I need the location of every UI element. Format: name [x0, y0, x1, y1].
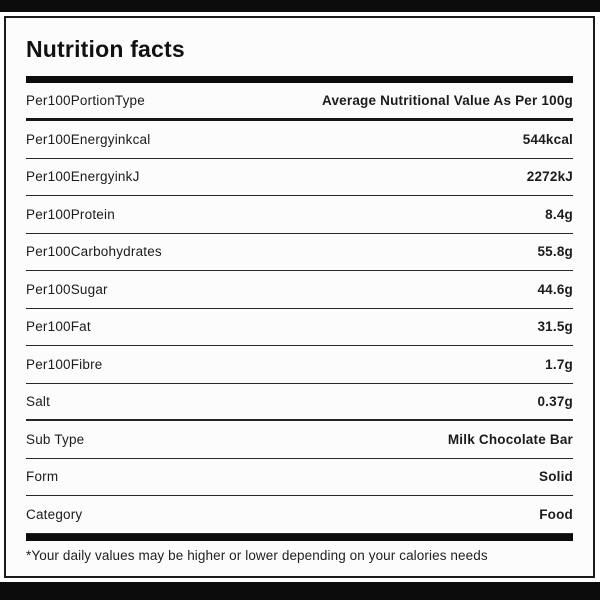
row-label: Per100Protein — [26, 206, 115, 222]
row-value: Solid — [539, 469, 573, 485]
row-value: Milk Chocolate Bar — [447, 431, 573, 447]
title-divider-rule — [26, 76, 573, 83]
bottom-divider-rule — [26, 533, 573, 541]
table-row-energy-kj: Per100EnergyinkJ 2272kJ — [26, 159, 573, 196]
row-value: 0.37g — [537, 393, 573, 409]
card-content: Nutrition facts Per100PortionType Averag… — [6, 18, 593, 563]
header-row-value: Average Nutritional Value As Per 100g — [322, 93, 573, 108]
nutrition-facts-card: Nutrition facts Per100PortionType Averag… — [4, 16, 595, 578]
row-label: Per100Energyinkcal — [26, 131, 151, 147]
table-row-protein: Per100Protein 8.4g — [26, 196, 573, 234]
header-row-label: Per100PortionType — [26, 93, 145, 108]
page-title: Nutrition facts — [26, 36, 185, 62]
row-label: Per100EnergyinkJ — [26, 169, 140, 185]
row-label: Per100Carbohydrates — [26, 244, 162, 260]
row-label: Form — [26, 469, 59, 485]
table-row-energy-kcal: Per100Energyinkcal 544kcal — [26, 121, 573, 159]
top-border-band — [0, 0, 600, 12]
table-row-carbohydrates: Per100Carbohydrates 55.8g — [26, 234, 573, 271]
row-value: 8.4g — [545, 206, 573, 222]
table-row-sugar: Per100Sugar 44.6g — [26, 271, 573, 309]
row-label: Salt — [26, 393, 51, 409]
daily-values-footnote: *Your daily values may be higher or lowe… — [26, 547, 488, 563]
table-row-form: Form Solid — [26, 459, 573, 496]
row-value: 1.7g — [545, 356, 573, 372]
row-value: 544kcal — [522, 131, 573, 147]
row-value: Food — [539, 506, 573, 522]
row-label: Per100Fibre — [26, 356, 103, 372]
row-label: Sub Type — [26, 431, 85, 447]
row-label: Per100Sugar — [26, 281, 108, 297]
row-label: Per100Fat — [26, 319, 91, 335]
table-row-sub-type: Sub Type Milk Chocolate Bar — [26, 421, 573, 459]
table-header-row: Per100PortionType Average Nutritional Va… — [26, 83, 573, 121]
table-row-fibre: Per100Fibre 1.7g — [26, 346, 573, 384]
row-label: Category — [26, 506, 83, 522]
table-row-salt: Salt 0.37g — [26, 384, 573, 421]
table-row-category: Category Food — [26, 496, 573, 534]
row-value: 2272kJ — [526, 169, 573, 185]
bottom-border-band — [0, 582, 600, 600]
table-row-fat: Per100Fat 31.5g — [26, 309, 573, 346]
row-value: 55.8g — [537, 244, 573, 260]
row-value: 44.6g — [537, 281, 573, 297]
row-value: 31.5g — [537, 319, 573, 335]
